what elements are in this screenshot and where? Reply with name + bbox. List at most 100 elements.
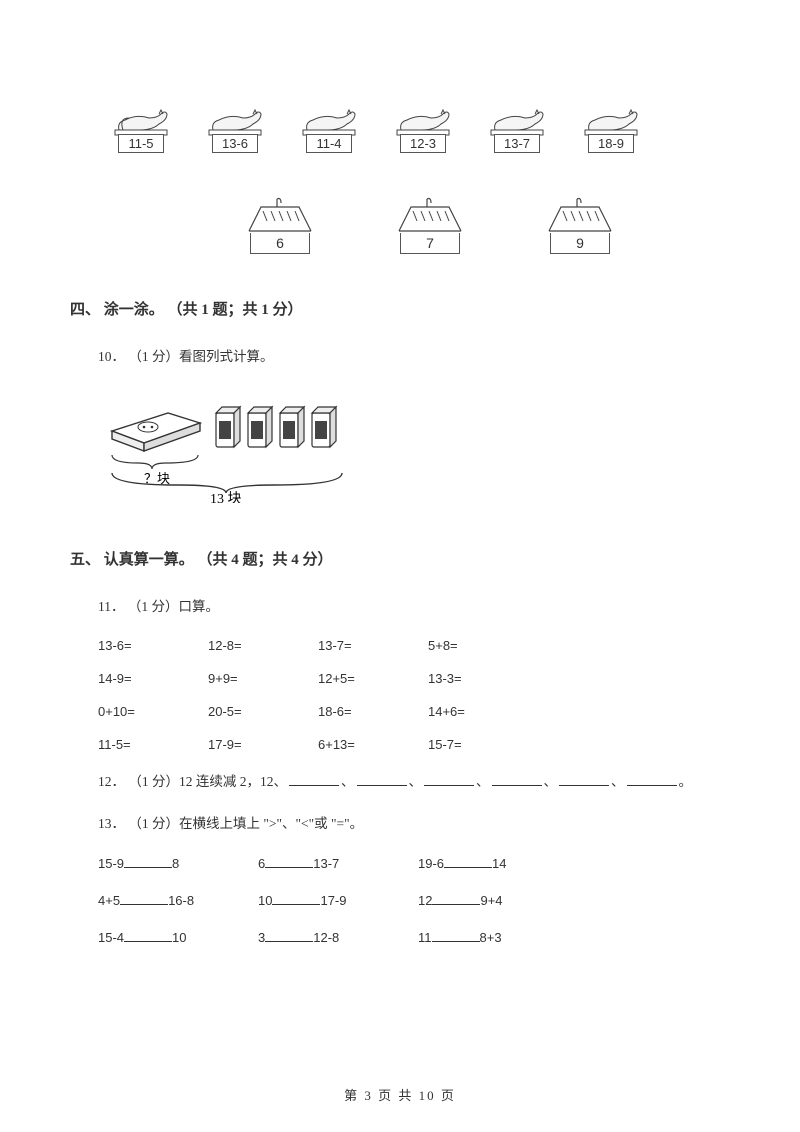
- blank-field[interactable]: [559, 772, 609, 786]
- calc-cell: 14-9=: [98, 671, 208, 686]
- hen-item: 11-5: [105, 100, 177, 153]
- compare-left: 4+5: [98, 893, 120, 908]
- calc-cell: 6+13=: [318, 737, 428, 752]
- calc-row: 14-9=9+9=12+5=13-3=: [98, 671, 730, 686]
- calc-row: 0+10=20-5=18-6=14+6=: [98, 704, 730, 719]
- blank-field[interactable]: [492, 772, 542, 786]
- blank-field[interactable]: [289, 772, 339, 786]
- compare-right: 16-8: [168, 893, 194, 908]
- calc-cell: 11-5=: [98, 737, 208, 752]
- compare-right: 13-7: [313, 856, 339, 871]
- q10-diagram: ？块 13 块: [98, 393, 358, 508]
- calc-cell: 14+6=: [428, 704, 538, 719]
- compare-right: 9+4: [480, 893, 502, 908]
- compare-left: 6: [258, 856, 265, 871]
- compare-left: 15-9: [98, 856, 124, 871]
- hen-icon: [203, 100, 267, 136]
- q10-total-label: 13 块: [210, 491, 242, 503]
- hen-row: 11-5 13-6 11-4 12-3 13-7: [105, 100, 730, 153]
- section-5-title: 五、 认真算一算。 （共 4 题；共 4 分）: [70, 548, 730, 569]
- house-item: 7: [390, 193, 470, 254]
- house-row: 6 7 9: [130, 193, 730, 254]
- blank-field[interactable]: [265, 854, 313, 868]
- compare-cell: 15-9 8: [98, 854, 258, 871]
- section-4-title: 四、 涂一涂。 （共 1 题；共 1 分）: [70, 298, 730, 319]
- compare-cell: 6 13-7: [258, 854, 418, 871]
- calc-cell: 13-3=: [428, 671, 538, 686]
- hen-icon: [109, 100, 173, 136]
- blank-field[interactable]: [124, 854, 172, 868]
- calc-cell: 5+8=: [428, 638, 538, 653]
- hen-item: 12-3: [387, 100, 459, 153]
- hen-label: 13-7: [494, 134, 540, 153]
- hen-item: 13-6: [199, 100, 271, 153]
- q11-label: 11． （1 分）口算。: [98, 595, 730, 619]
- blank-field[interactable]: [357, 772, 407, 786]
- blank-field[interactable]: [444, 854, 492, 868]
- hen-icon: [391, 100, 455, 136]
- hen-label: 12-3: [400, 134, 446, 153]
- compare-row: 4+5 16-8 1017-912 9+4: [98, 891, 730, 908]
- compare-left: 3: [258, 930, 265, 945]
- hen-label: 11-5: [118, 134, 164, 153]
- compare-cell: 4+5 16-8: [98, 891, 258, 908]
- compare-right: 17-9: [320, 893, 346, 908]
- hen-item: 13-7: [481, 100, 553, 153]
- calc-row: 11-5=17-9=6+13=15-7=: [98, 737, 730, 752]
- blank-field[interactable]: [432, 891, 480, 905]
- blank-field[interactable]: [120, 891, 168, 905]
- calc-cell: 20-5=: [208, 704, 318, 719]
- calc-cell: 17-9=: [208, 737, 318, 752]
- blank-field[interactable]: [265, 928, 313, 942]
- eraser-diagram-icon: ？块 13 块: [98, 393, 358, 503]
- hen-label: 18-9: [588, 134, 634, 153]
- calc-cell: 18-6=: [318, 704, 428, 719]
- hen-label: 13-6: [212, 134, 258, 153]
- hen-icon: [485, 100, 549, 136]
- compare-cell: 15-410: [98, 928, 258, 945]
- q12-prefix: 12． （1 分）12 连续减 2，12、: [98, 774, 287, 789]
- house-item: 6: [240, 193, 320, 254]
- q10-label: 10． （1 分）看图列式计算。: [98, 345, 730, 369]
- house-item: 9: [540, 193, 620, 254]
- compare-right: 8+3: [480, 930, 502, 945]
- compare-right: 14: [492, 856, 506, 871]
- q12-text: 12． （1 分）12 连续减 2，12、、、、、、。: [98, 770, 730, 794]
- blank-field[interactable]: [272, 891, 320, 905]
- blank-field[interactable]: [627, 772, 677, 786]
- calc-cell: 12+5=: [318, 671, 428, 686]
- house-icon: [543, 193, 617, 233]
- page-footer: 第 3 页 共 10 页: [0, 1085, 800, 1104]
- compare-cell: 12 9+4: [418, 891, 578, 908]
- compare-cell: 1017-9: [258, 891, 418, 908]
- compare-cell: 3 12-8: [258, 928, 418, 945]
- compare-right: 10: [172, 930, 186, 945]
- hen-item: 11-4: [293, 100, 365, 153]
- calc-cell: 9+9=: [208, 671, 318, 686]
- blank-field[interactable]: [432, 928, 480, 942]
- q13-grid: 15-98613-719-6144+516-81017-9129+415-410…: [70, 854, 730, 945]
- house-label: 7: [400, 233, 460, 254]
- hen-icon: [297, 100, 361, 136]
- compare-right: 8: [172, 856, 179, 871]
- calc-cell: 15-7=: [428, 737, 538, 752]
- hen-item: 18-9: [575, 100, 647, 153]
- q11-grid: 13-6=12-8=13-7=5+8=14-9=9+9=12+5=13-3=0+…: [70, 638, 730, 752]
- compare-left: 12: [418, 893, 432, 908]
- compare-cell: 118+3: [418, 928, 578, 945]
- calc-cell: 12-8=: [208, 638, 318, 653]
- compare-right: 12-8: [313, 930, 339, 945]
- calc-cell: 13-7=: [318, 638, 428, 653]
- hen-icon: [579, 100, 643, 136]
- hen-label: 11-4: [306, 134, 352, 153]
- house-icon: [393, 193, 467, 233]
- house-label: 9: [550, 233, 610, 254]
- compare-row: 15-9 8 6 13-7 19-6 14: [98, 854, 730, 871]
- compare-row: 15-4103 12-8 118+3: [98, 928, 730, 945]
- blank-field[interactable]: [124, 928, 172, 942]
- house-label: 6: [250, 233, 310, 254]
- compare-left: 19-6: [418, 856, 444, 871]
- compare-cell: 19-6 14: [418, 854, 578, 871]
- calc-cell: 0+10=: [98, 704, 208, 719]
- blank-field[interactable]: [424, 772, 474, 786]
